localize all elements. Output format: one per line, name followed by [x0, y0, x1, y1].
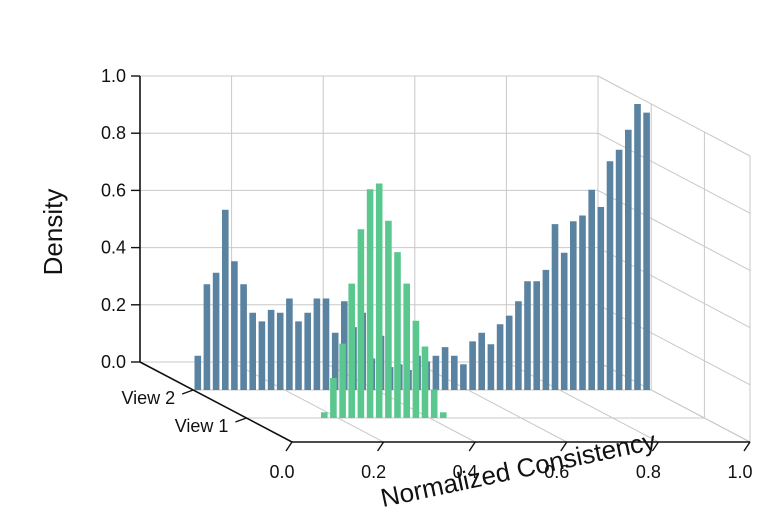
x-tick-label: 0.4: [453, 462, 478, 482]
bar-view2: [634, 104, 641, 390]
bar-view2: [432, 355, 440, 390]
floor-gridline: [597, 361, 751, 443]
bar-view2: [551, 224, 559, 390]
bar-view2: [570, 221, 577, 390]
bar-view2: [286, 298, 293, 390]
bar-view1: [366, 189, 374, 418]
bar-view2: [615, 149, 623, 390]
z-tick-label: 1.0: [101, 66, 126, 86]
bar-view2: [588, 189, 595, 390]
bar-view1: [330, 378, 337, 418]
x-tick-mark: [743, 441, 751, 452]
bar-view2: [542, 269, 550, 390]
bar-view1: [394, 252, 401, 418]
bar-view2: [460, 364, 467, 390]
x-tick-mark: [651, 441, 659, 452]
bars: [194, 104, 650, 418]
y-tick-label: View 2: [121, 388, 175, 408]
bar-view2: [194, 355, 202, 390]
z-tick-label: 0.4: [101, 238, 126, 258]
bar-view2: [451, 355, 458, 390]
x-tick-label: 1.0: [727, 462, 752, 482]
bar-view2: [560, 252, 568, 390]
side-wall-gridline: [597, 75, 751, 157]
y-tick-mark: [235, 417, 247, 423]
bar-view2: [441, 347, 449, 390]
z-tick-label: 0.8: [101, 123, 126, 143]
bar-view2: [240, 284, 247, 390]
side-wall-gridline: [597, 247, 751, 329]
bar-view1: [375, 183, 383, 418]
side-wall-gridline: [597, 304, 751, 386]
bar-view2: [597, 207, 605, 390]
side-wall-gridline: [597, 189, 751, 271]
tick-labels: 0.0 0.2 0.4 0.6 0.8 1.0 0.0 0.2 0.4 0.6 0.8 1.0 View…: [101, 66, 753, 482]
z-axis-label: Density: [38, 189, 68, 276]
bar-view2: [222, 209, 229, 390]
bar-view2: [524, 281, 531, 390]
bar-view1: [412, 320, 420, 418]
floor-gridline: [506, 361, 659, 443]
floor-gridline: [231, 361, 384, 443]
bar-view2: [304, 312, 311, 390]
y-tick-label: View 1: [175, 416, 229, 436]
bar-view1: [421, 346, 429, 418]
bar-view2: [322, 298, 330, 390]
z-tick-label: 0.2: [101, 295, 126, 315]
bar-view2: [478, 332, 485, 390]
bar-view2: [579, 215, 586, 390]
bar-view2: [276, 312, 284, 390]
x-axis-label: Normalized Consistency: [378, 425, 658, 513]
bar-view2: [331, 332, 339, 390]
bar-view2: [643, 112, 650, 390]
bar-view1: [339, 343, 346, 418]
bar-view2: [249, 312, 256, 390]
x-tick-label: 0.8: [636, 462, 661, 482]
axis-lines: [131, 75, 751, 452]
bar-view2: [469, 341, 476, 390]
bar-view1: [321, 412, 328, 418]
bar-view2: [313, 298, 321, 390]
bar-view2: [258, 321, 266, 390]
x-tick-mark: [468, 441, 476, 452]
bar-view2: [625, 129, 632, 390]
bar-view2: [505, 315, 513, 390]
side-wall-gridline: [597, 132, 751, 214]
bar-view2: [496, 324, 504, 390]
bar-view1: [348, 283, 355, 418]
floor-gridline: [414, 361, 568, 443]
z-tick-label: 0.0: [101, 352, 126, 372]
bar-view2: [212, 272, 220, 390]
y-axis-line: [139, 361, 293, 443]
bar-view2: [267, 309, 275, 390]
x-tick-label: 0.2: [361, 462, 386, 482]
z-tick-label: 0.6: [101, 180, 126, 200]
bar-view1: [440, 412, 447, 418]
x-tick-label: 0.6: [544, 462, 569, 482]
y-tick-mark: [181, 389, 194, 395]
bar-view2: [203, 284, 211, 390]
bar-view2: [231, 261, 238, 390]
x-tick-label: 0.0: [269, 462, 294, 482]
x-tick-mark: [560, 441, 568, 452]
x-tick-mark: [377, 441, 385, 452]
bar-view2: [487, 344, 495, 390]
x-tick-mark: [285, 441, 293, 452]
bar-view2: [515, 301, 522, 390]
bar-view1: [357, 229, 365, 418]
bar-view1: [385, 220, 392, 418]
bar-view2: [533, 281, 540, 390]
bar-view1: [430, 389, 438, 418]
bar-view1: [403, 283, 410, 418]
bar-view2: [295, 321, 302, 390]
bar-view2: [606, 161, 614, 390]
